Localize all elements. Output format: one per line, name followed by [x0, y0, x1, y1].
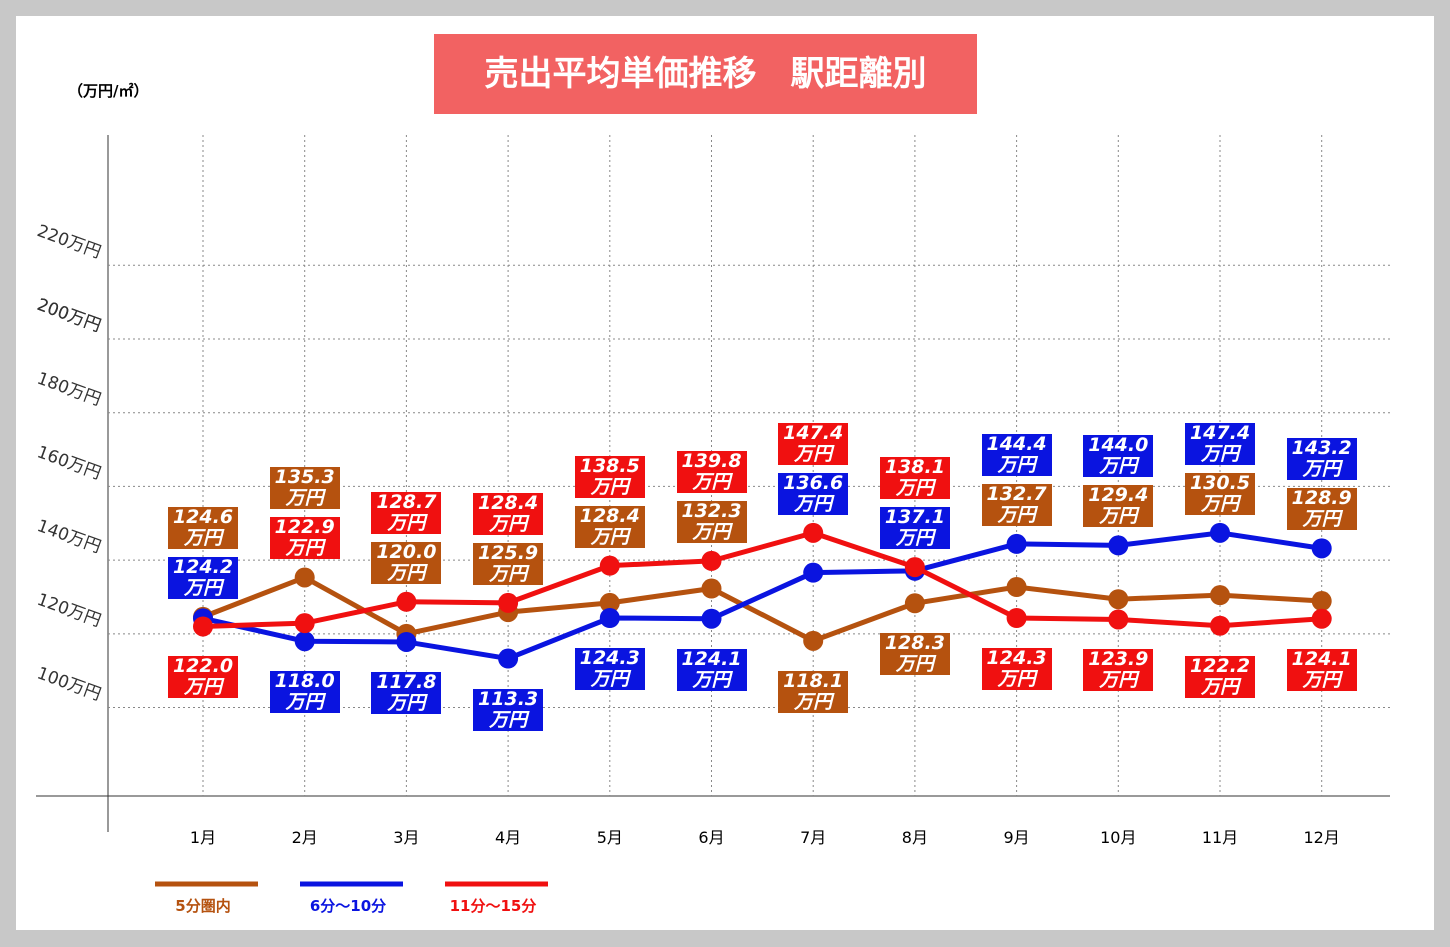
value-label: 136.6万円 — [778, 472, 849, 515]
point — [701, 578, 722, 599]
value-label: 147.4万円 — [778, 422, 849, 465]
legend-label: 11分～15分 — [450, 897, 537, 915]
point — [1210, 585, 1230, 606]
point — [1311, 608, 1332, 629]
value-label: 122.0万円 — [168, 656, 238, 699]
point — [803, 630, 824, 651]
point — [193, 616, 213, 637]
chart-title: 売出平均単価推移 駅距離別 — [434, 34, 977, 114]
x-tick-label: 10月 — [1100, 828, 1136, 847]
point — [1311, 538, 1332, 559]
x-tick-label: 11月 — [1202, 828, 1238, 847]
point — [1108, 609, 1129, 630]
value-label: 124.3万円 — [574, 647, 645, 690]
value-label: 138.5万円 — [574, 455, 645, 498]
value-label: 130.5万円 — [1185, 472, 1255, 515]
value-label: 144.4万円 — [981, 433, 1052, 476]
value-label: 124.3万円 — [981, 647, 1052, 690]
value-label: 135.3万円 — [269, 467, 340, 510]
point — [1210, 615, 1230, 636]
y-tick-label: 160万円 — [34, 442, 103, 484]
value-label: 128.3万円 — [879, 633, 950, 676]
point — [701, 608, 722, 629]
point — [294, 613, 315, 634]
point — [1210, 522, 1230, 543]
value-label: 128.4万円 — [473, 492, 544, 535]
point — [1311, 591, 1332, 612]
value-label: 120.0万円 — [371, 541, 442, 584]
value-label: 123.9万円 — [1083, 649, 1154, 692]
y-tick-label: 140万円 — [34, 516, 103, 558]
legend-label: 5分圏内 — [175, 897, 230, 915]
y-tick-label: 100万円 — [34, 663, 103, 705]
x-tick-label: 3月 — [393, 828, 419, 847]
point — [396, 631, 417, 652]
value-label: 122.2万円 — [1185, 655, 1255, 698]
value-label: 124.6万円 — [168, 506, 238, 549]
point — [701, 550, 722, 571]
x-tick-label: 2月 — [292, 828, 318, 847]
value-label: 132.7万円 — [981, 483, 1052, 526]
point — [803, 522, 824, 543]
value-label: 122.9万円 — [269, 517, 340, 560]
x-tick-label: 6月 — [698, 828, 724, 847]
value-label: 124.2万円 — [168, 556, 238, 599]
x-tick-label: 9月 — [1004, 828, 1030, 847]
point — [294, 631, 315, 652]
y-tick-label: 120万円 — [34, 590, 103, 632]
point — [1006, 577, 1027, 598]
value-label: 138.1万円 — [879, 457, 950, 500]
point — [904, 593, 925, 614]
value-label: 129.4万円 — [1083, 485, 1154, 528]
point — [803, 562, 824, 583]
value-label: 124.1万円 — [1286, 648, 1357, 691]
legend-label: 6分～10分 — [310, 897, 386, 915]
point — [599, 592, 620, 613]
point — [904, 557, 925, 578]
value-label: 125.9万円 — [473, 542, 544, 585]
series-line — [202, 530, 1323, 662]
x-tick-label: 1月 — [190, 828, 216, 847]
x-tick-label: 5月 — [597, 828, 623, 847]
y-axis-label: （万円/㎡） — [68, 82, 148, 100]
point — [498, 648, 519, 669]
value-label: 113.3万円 — [473, 688, 544, 731]
value-label: 117.8万円 — [371, 671, 442, 714]
point — [1006, 607, 1027, 628]
value-label: 128.9万円 — [1286, 488, 1357, 531]
series-line — [202, 530, 1322, 629]
point — [599, 555, 620, 576]
point — [396, 591, 417, 612]
y-tick-label: 200万円 — [34, 295, 103, 337]
value-label: 144.0万円 — [1083, 435, 1154, 478]
x-tick-label: 7月 — [800, 828, 826, 847]
value-label: 118.0万円 — [269, 671, 340, 714]
value-label: 137.1万円 — [879, 507, 950, 550]
series-line — [202, 574, 1322, 644]
value-label: 128.7万円 — [371, 491, 442, 534]
value-label: 118.1万円 — [778, 670, 849, 713]
x-tick-label: 8月 — [902, 828, 928, 847]
point — [1006, 533, 1027, 554]
value-label: 147.4万円 — [1185, 422, 1255, 465]
value-label: 128.4万円 — [574, 505, 645, 548]
y-tick-label: 220万円 — [34, 221, 103, 263]
point — [1108, 589, 1129, 610]
value-label: 132.3万円 — [676, 500, 747, 543]
x-tick-label: 12月 — [1304, 828, 1340, 847]
point — [1108, 535, 1129, 556]
point — [599, 607, 620, 628]
y-tick-label: 180万円 — [34, 369, 103, 411]
point — [294, 567, 315, 588]
x-tick-label: 4月 — [495, 828, 521, 847]
point — [498, 592, 519, 613]
value-label: 124.1万円 — [676, 648, 747, 691]
value-label: 143.2万円 — [1286, 438, 1357, 481]
value-label: 139.8万円 — [676, 450, 747, 493]
